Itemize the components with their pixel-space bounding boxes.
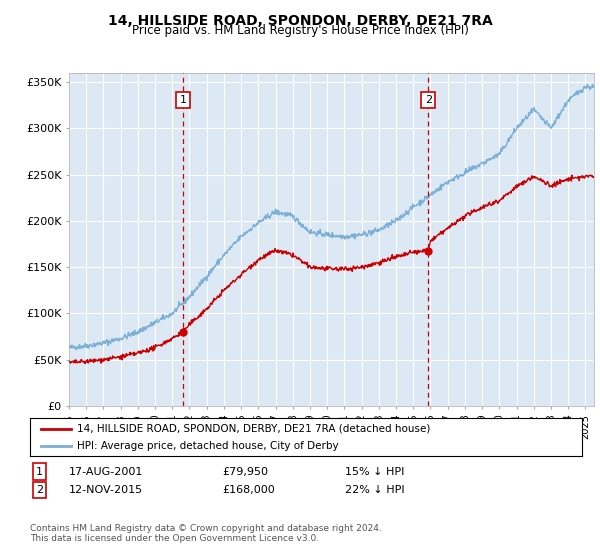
Text: 22% ↓ HPI: 22% ↓ HPI [345, 485, 404, 495]
Text: 14, HILLSIDE ROAD, SPONDON, DERBY, DE21 7RA (detached house): 14, HILLSIDE ROAD, SPONDON, DERBY, DE21 … [77, 423, 430, 433]
Text: 17-AUG-2001: 17-AUG-2001 [69, 466, 143, 477]
Text: Contains HM Land Registry data © Crown copyright and database right 2024.
This d: Contains HM Land Registry data © Crown c… [30, 524, 382, 543]
Text: 1: 1 [179, 95, 187, 105]
Text: Price paid vs. HM Land Registry's House Price Index (HPI): Price paid vs. HM Land Registry's House … [131, 24, 469, 37]
Text: 12-NOV-2015: 12-NOV-2015 [69, 485, 143, 495]
Text: 2: 2 [36, 485, 43, 495]
Text: HPI: Average price, detached house, City of Derby: HPI: Average price, detached house, City… [77, 441, 338, 451]
Text: 14, HILLSIDE ROAD, SPONDON, DERBY, DE21 7RA: 14, HILLSIDE ROAD, SPONDON, DERBY, DE21 … [107, 14, 493, 28]
Text: 1: 1 [36, 466, 43, 477]
Text: £168,000: £168,000 [222, 485, 275, 495]
Text: £79,950: £79,950 [222, 466, 268, 477]
Text: 2: 2 [425, 95, 432, 105]
Text: 15% ↓ HPI: 15% ↓ HPI [345, 466, 404, 477]
